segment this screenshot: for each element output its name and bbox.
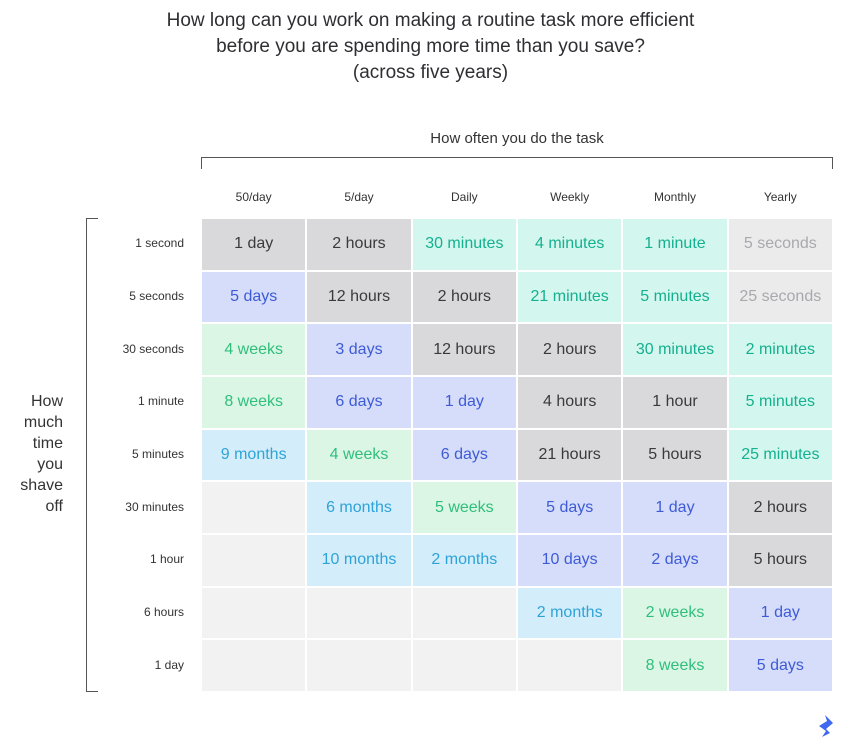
cell (306, 639, 412, 692)
row-header: 1 minute (137, 394, 184, 409)
cell: 4 weeks (306, 428, 412, 482)
row-header: 5 minutes (131, 447, 184, 461)
cell: 12 hours (411, 323, 517, 376)
cell (517, 639, 623, 692)
cell: 2 months (517, 586, 623, 640)
cell: 21 minutes (517, 270, 623, 324)
column-bracket (201, 157, 833, 158)
cell: 1 day (411, 376, 517, 429)
column-header: Weekly (550, 190, 590, 204)
cell: 1 hour (622, 376, 728, 429)
cell: 4 hours (517, 376, 623, 429)
column-bracket (832, 157, 833, 169)
cell: 2 months (411, 534, 517, 587)
column-header: 5/day (344, 190, 374, 204)
logo (819, 715, 833, 737)
row-header: 1 day (154, 657, 184, 672)
cell: 5 minutes (727, 376, 833, 429)
row-header: 30 seconds (122, 341, 184, 356)
cell: 6 days (411, 428, 517, 482)
cell: 30 minutes (411, 218, 517, 271)
cell: 1 minute (622, 218, 728, 271)
cell: 1 day (201, 218, 307, 271)
column-header: Monthly (653, 190, 696, 204)
column-axis-label: How often you do the task (430, 130, 604, 147)
row-bracket (86, 218, 98, 219)
row-header: 1 second (135, 236, 184, 251)
cell: 6 days (306, 376, 412, 429)
column-header: Daily (450, 190, 478, 204)
row-header: 30 minutes (125, 499, 184, 514)
cell: 6 months (306, 481, 412, 534)
cell (201, 586, 307, 640)
cell: 2 hours (517, 323, 623, 376)
cell: 9 months (201, 428, 307, 482)
cell: 10 days (517, 534, 623, 587)
cell (411, 639, 517, 692)
cell: 12 hours (306, 270, 412, 324)
row-header: 5 seconds (129, 289, 184, 303)
cell: 5 days (727, 639, 833, 692)
row-axis-label: How much time you shave off (20, 393, 63, 515)
title-line: before you are spending more time than y… (216, 36, 645, 57)
cell: 25 seconds (727, 270, 833, 324)
cell: 5 days (517, 481, 623, 534)
cell: 2 days (622, 534, 728, 587)
cell: 1 day (622, 481, 728, 534)
cell: 4 minutes (517, 218, 623, 271)
cell (411, 586, 517, 640)
row-header: 6 hours (143, 605, 184, 619)
column-header: Yearly (763, 190, 797, 204)
column-header: 50/day (235, 190, 272, 204)
title-line: (across five years) (352, 62, 509, 83)
cell: 5 seconds (727, 218, 833, 271)
cell: 8 weeks (622, 639, 728, 692)
cell: 8 weeks (201, 376, 307, 429)
cell: 21 hours (517, 428, 623, 482)
cell: 5 hours (727, 534, 833, 587)
row-bracket (86, 691, 98, 692)
cell: 2 hours (727, 481, 833, 534)
cell: 1 day (727, 586, 833, 640)
cell: 5 weeks (411, 481, 517, 534)
title-line: How long can you work on making a routin… (166, 10, 695, 31)
column-bracket (201, 157, 202, 169)
cell: 5 days (201, 270, 307, 324)
cell: 25 minutes (727, 428, 833, 482)
row-header: 1 hour (149, 552, 184, 567)
cell (201, 639, 307, 692)
cell: 2 minutes (727, 323, 833, 376)
row-bracket (86, 218, 87, 692)
cell: 3 days (306, 323, 412, 376)
cell: 30 minutes (622, 323, 728, 376)
cell: 2 hours (306, 218, 412, 271)
cell: 5 hours (622, 428, 728, 482)
cell: 4 weeks (201, 323, 307, 376)
cell: 10 months (306, 534, 412, 587)
cell (201, 534, 307, 587)
cell: 5 minutes (622, 270, 728, 324)
cell: 2 hours (411, 270, 517, 324)
cell (201, 481, 307, 534)
cell (306, 586, 412, 640)
cell: 2 weeks (622, 586, 728, 640)
